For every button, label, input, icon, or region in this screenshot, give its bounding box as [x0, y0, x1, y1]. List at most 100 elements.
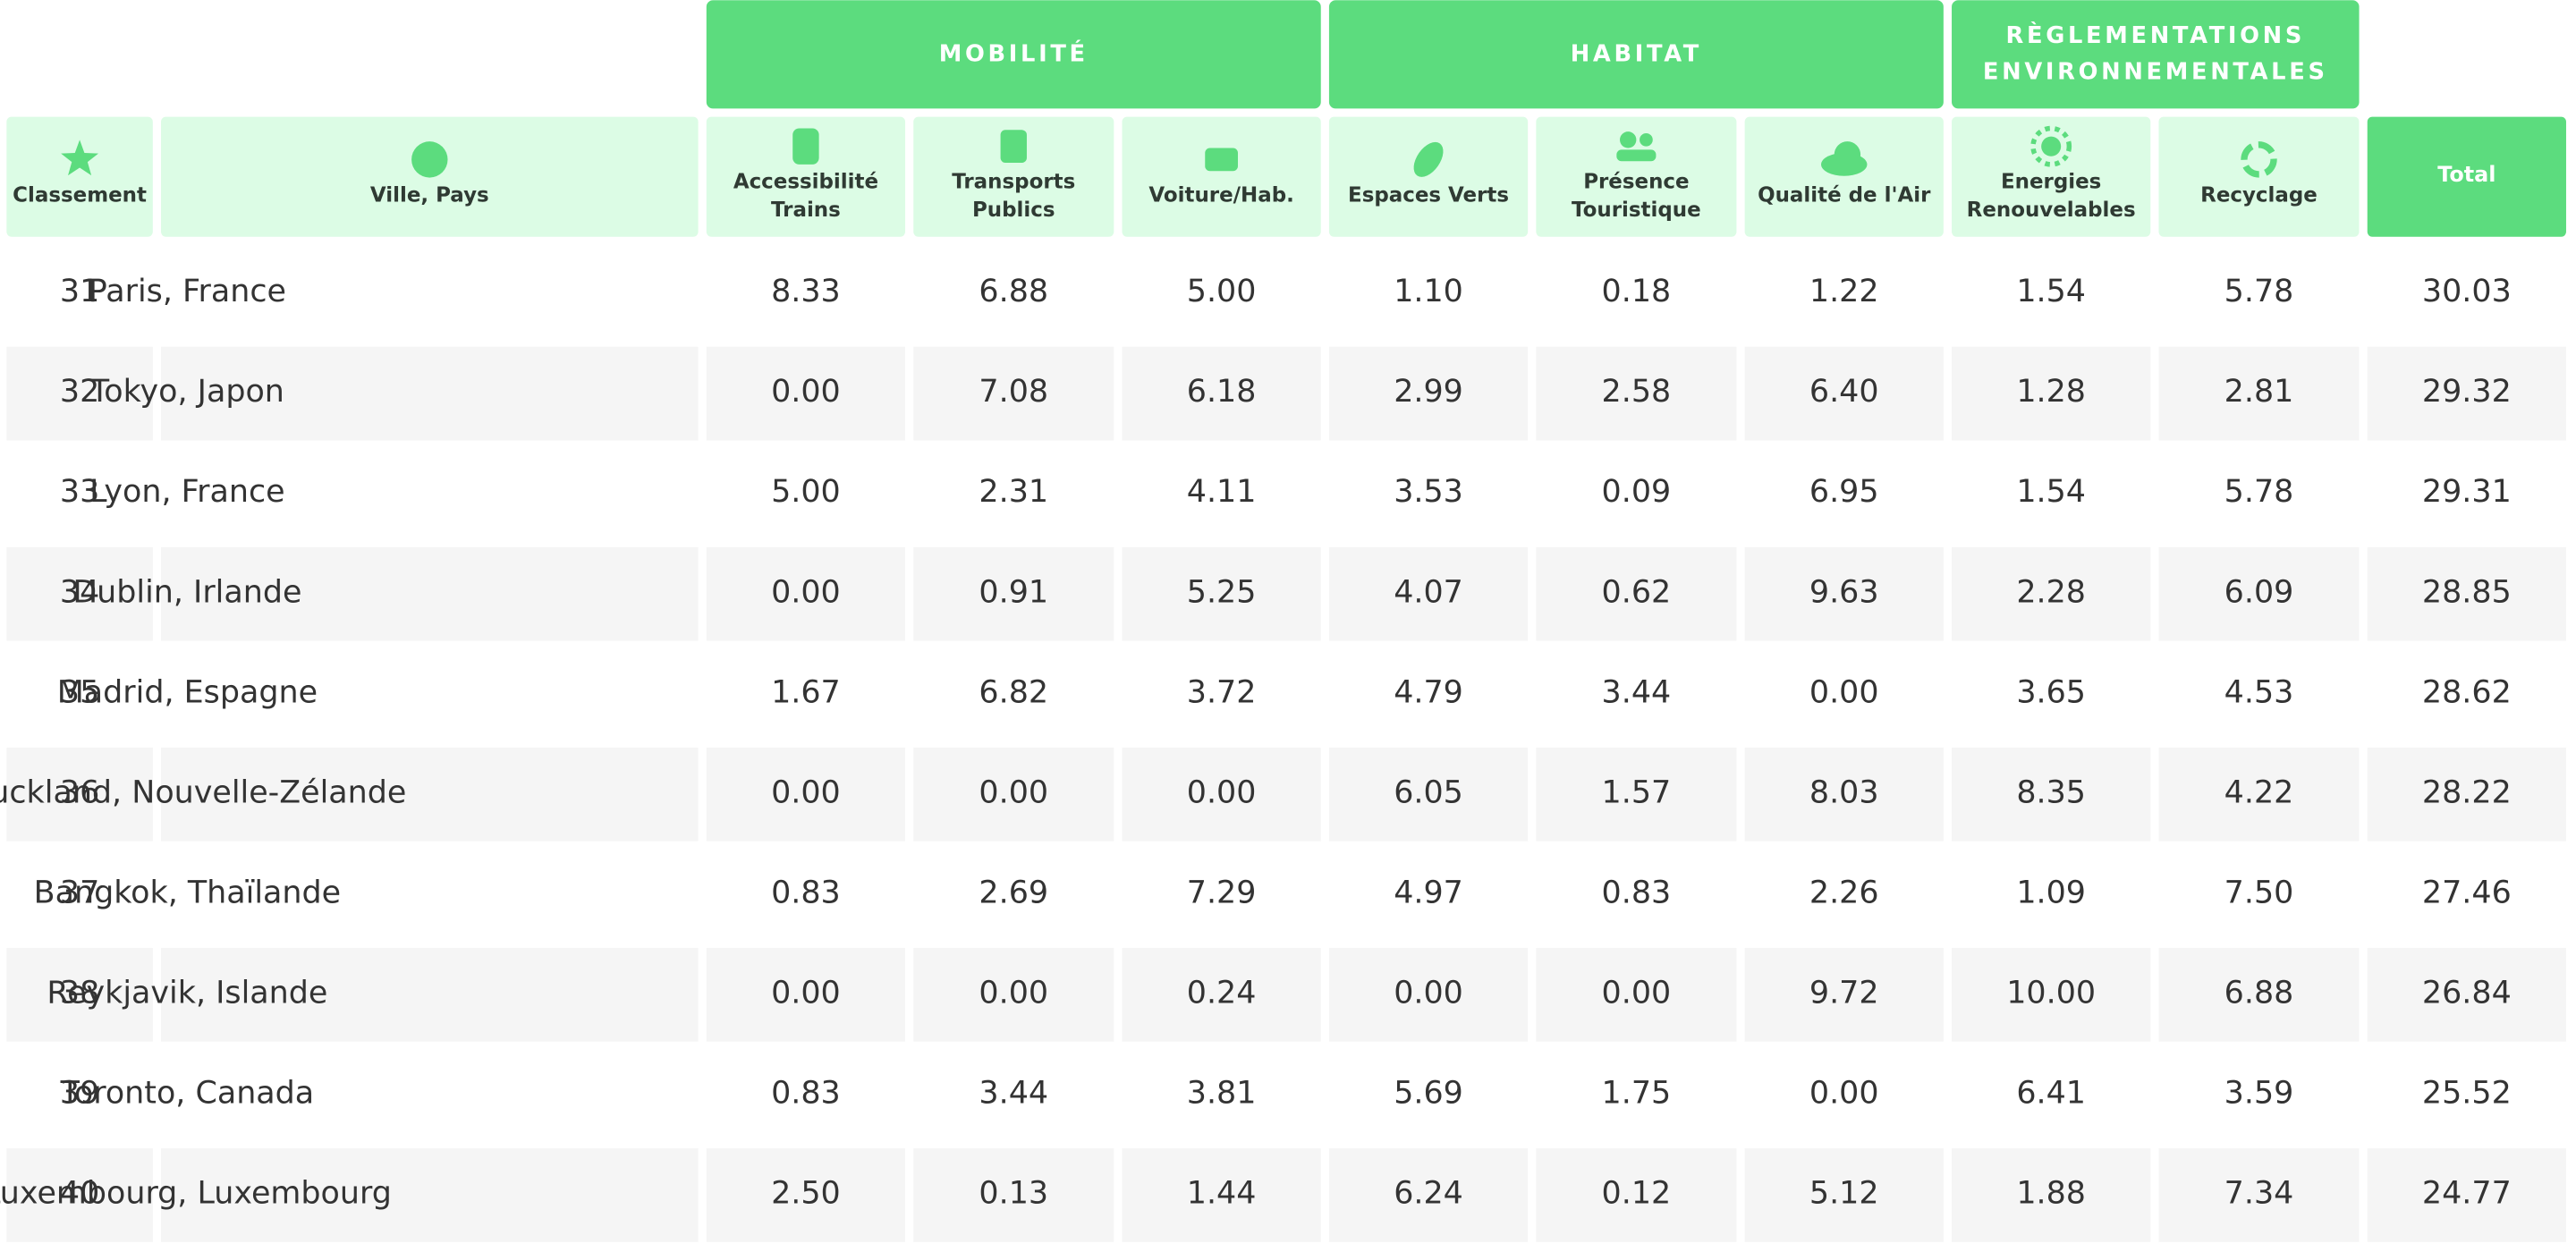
- cell-text: 1.54: [2016, 474, 2086, 510]
- cell-text: 6.41: [2016, 1075, 2086, 1111]
- icon: [1205, 148, 1238, 172]
- cell-text: 0.00: [771, 374, 841, 410]
- row-cell: [706, 948, 906, 1042]
- icon: [1834, 141, 1861, 168]
- group-title: RÈGLEMENTATIONS: [2006, 21, 2306, 49]
- column-label: Qualité de l'Air: [1758, 183, 1931, 207]
- cell-text: 38: [60, 975, 99, 1011]
- cell-text: 4.53: [2224, 674, 2294, 710]
- cell-text: 5.78: [2224, 274, 2294, 309]
- icon: [1413, 141, 1444, 177]
- row-cell: [913, 546, 1114, 641]
- cell-text: 3.81: [1187, 1075, 1257, 1111]
- cell-text: 3.53: [1394, 474, 1463, 510]
- row-cell: [1122, 747, 1321, 842]
- row-cell: [1952, 747, 2151, 842]
- cell-text: 6.95: [1809, 474, 1879, 510]
- cell-text: 29.31: [2422, 474, 2512, 510]
- cell-text: 0.00: [771, 975, 841, 1011]
- cell-text: 7.34: [2224, 1176, 2294, 1212]
- cell-text: 0.00: [1187, 774, 1257, 810]
- cell-text: 5.69: [1394, 1075, 1463, 1111]
- cell-text: 6.88: [2224, 975, 2294, 1011]
- cell-text: 1.09: [2016, 875, 2086, 910]
- row-cell: [1744, 747, 1944, 842]
- column-header: [1536, 116, 1737, 237]
- cell-text: 30.03: [2422, 274, 2512, 309]
- cell-text: 6.40: [1809, 374, 1879, 410]
- cell-text: 0.00: [1809, 1075, 1879, 1111]
- row-cell: [2158, 948, 2360, 1042]
- cell-text: 3.44: [1602, 674, 1672, 710]
- cell-text: 9.63: [1809, 574, 1879, 610]
- cell-text: 32: [60, 374, 99, 410]
- cell-text: 3.65: [2016, 674, 2086, 710]
- icon: [2030, 125, 2072, 167]
- column-label: Accessibilité: [733, 171, 878, 194]
- row-cell: [1744, 346, 1944, 441]
- column-label: Recyclage: [2200, 183, 2318, 207]
- cell-text: 4.97: [1394, 875, 1463, 910]
- group-header: [1328, 0, 1944, 109]
- row-cell: [1328, 1148, 1529, 1242]
- cell-text: 4.22: [2224, 774, 2294, 810]
- column-header: [6, 116, 153, 237]
- row-cell: [1536, 1148, 1737, 1242]
- cell-text: 6.05: [1394, 774, 1463, 810]
- icon: [61, 140, 99, 176]
- cell-text: 6.09: [2224, 574, 2294, 610]
- cell-text: 6.18: [1187, 374, 1257, 410]
- cell-text: 4.79: [1394, 674, 1463, 710]
- row-cell: [1328, 546, 1529, 641]
- cell-text: 1.57: [1602, 774, 1672, 810]
- cell-text: 0.91: [979, 574, 1048, 610]
- cell-text: 2.81: [2224, 374, 2294, 410]
- column-label: Renouvelables: [1967, 199, 2136, 222]
- group-header: [1952, 0, 2360, 109]
- row-cell: [1328, 747, 1529, 842]
- cell-text: Dublin, Irlande: [72, 574, 301, 610]
- cell-text: 1.44: [1187, 1176, 1257, 1212]
- column-label: Voiture/Hab.: [1148, 183, 1293, 207]
- row-cell: [161, 546, 699, 641]
- column-header: [1122, 116, 1321, 237]
- cell-text: 0.18: [1602, 274, 1672, 309]
- cell-text: 0.83: [1602, 875, 1672, 910]
- column-label: Transports: [952, 171, 1075, 194]
- cell-text: 2.69: [979, 875, 1048, 910]
- row-cell: [1744, 546, 1944, 641]
- row-cell: [161, 747, 699, 842]
- cell-text: Toronto, Canada: [60, 1075, 315, 1111]
- column-label: Présence: [1583, 171, 1689, 194]
- row-cell: [1952, 948, 2151, 1042]
- cell-text: 1.88: [2016, 1176, 2086, 1212]
- cell-text: 6.82: [979, 674, 1048, 710]
- cell-text: 8.33: [771, 274, 841, 309]
- row-cell: [1122, 546, 1321, 641]
- cell-text: 9.72: [1809, 975, 1879, 1011]
- row-cell: [2158, 747, 2360, 842]
- cell-text: 31: [60, 274, 99, 309]
- cell-text: Tokyo, Japon: [89, 374, 284, 410]
- cell-text: 28.22: [2422, 774, 2512, 810]
- cell-text: 7.50: [2224, 875, 2294, 910]
- column-label: Energies: [2001, 171, 2101, 194]
- row-cell: [161, 1148, 699, 1242]
- column-label: Ville, Pays: [370, 183, 489, 207]
- row-cell: [6, 346, 153, 441]
- cell-text: 0.09: [1602, 474, 1672, 510]
- column-header: [706, 116, 906, 237]
- cell-text: 0.24: [1187, 975, 1257, 1011]
- row-cell: [706, 1148, 906, 1242]
- cell-text: 8.03: [1809, 774, 1879, 810]
- row-cell: [1536, 948, 1737, 1042]
- row-cell: [161, 948, 699, 1042]
- row-cell: [1744, 1148, 1944, 1242]
- icon: [411, 141, 448, 178]
- cell-text: 8.35: [2016, 774, 2086, 810]
- cell-text: 5.12: [1809, 1176, 1879, 1212]
- cell-text: 39: [60, 1075, 99, 1111]
- row-cell: [1328, 346, 1529, 441]
- row-cell: [2367, 1148, 2566, 1242]
